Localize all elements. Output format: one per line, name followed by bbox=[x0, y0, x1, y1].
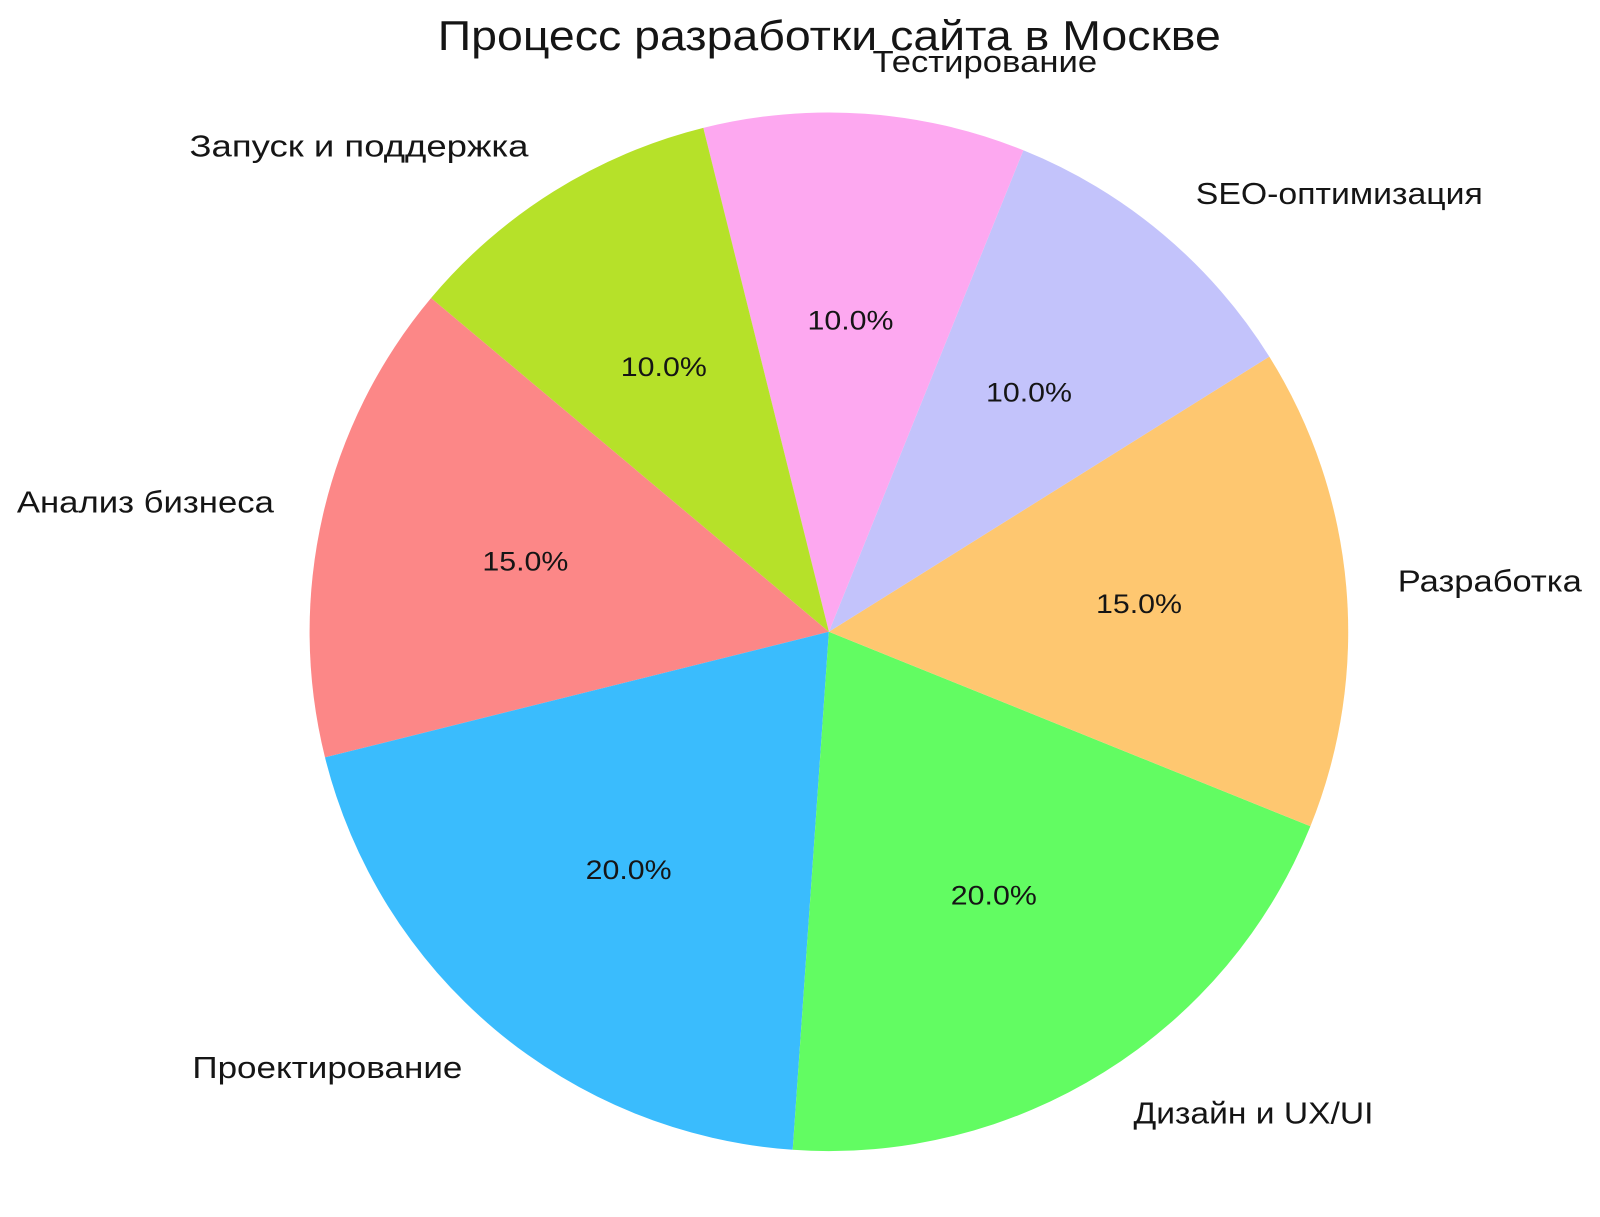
svg-text:Запуск и поддержка: Запуск и поддержка bbox=[190, 129, 530, 163]
svg-text:10.0%: 10.0% bbox=[621, 352, 707, 382]
svg-text:Анализ бизнеса: Анализ бизнеса bbox=[17, 485, 275, 519]
svg-text:20.0%: 20.0% bbox=[586, 855, 672, 885]
svg-text:15.0%: 15.0% bbox=[1096, 589, 1182, 619]
svg-text:Проектирование: Проектирование bbox=[192, 1051, 462, 1085]
svg-text:15.0%: 15.0% bbox=[482, 546, 568, 576]
svg-text:Тестирование: Тестирование bbox=[873, 45, 1098, 79]
svg-text:20.0%: 20.0% bbox=[951, 880, 1037, 910]
svg-text:SEO-оптимизация: SEO-оптимизация bbox=[1196, 177, 1483, 211]
svg-text:10.0%: 10.0% bbox=[808, 306, 894, 336]
svg-text:Разработка: Разработка bbox=[1398, 565, 1583, 599]
svg-text:10.0%: 10.0% bbox=[986, 378, 1072, 408]
svg-text:Процесс разработки сайта в Мос: Процесс разработки сайта в Москве bbox=[438, 12, 1221, 59]
svg-text:Дизайн и UX/UI: Дизайн и UX/UI bbox=[1134, 1097, 1374, 1131]
